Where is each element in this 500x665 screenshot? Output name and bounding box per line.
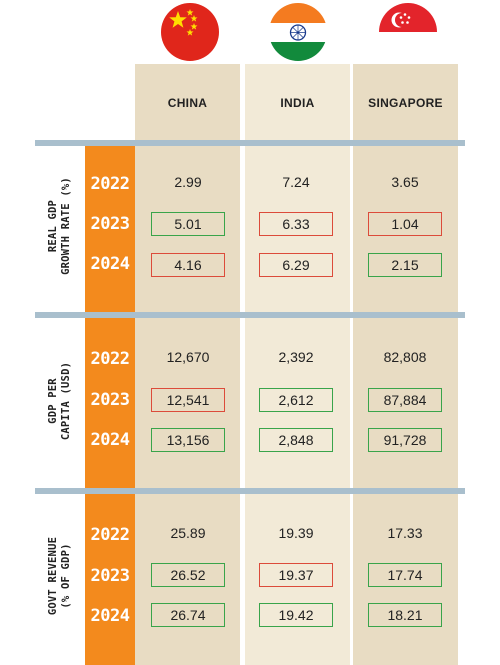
data-cell: 19.42 [259, 603, 333, 627]
column-header-singapore: SINGAPORE [368, 96, 443, 110]
data-cell: 6.29 [259, 253, 333, 277]
singapore-flag-icon [379, 3, 437, 32]
data-cell: 91,728 [368, 428, 442, 452]
data-cell: 2,392 [278, 349, 314, 365]
data-cell: 12,541 [151, 388, 225, 412]
section-label-line: GDP PER [47, 378, 59, 424]
data-cell: 2.15 [368, 253, 442, 277]
section-label-line: CAPITA (USD) [60, 361, 72, 441]
section-label-govt-revenue: GOVT REVENUE (% OF GDP) [43, 501, 77, 651]
year-label: 2024 [90, 606, 130, 626]
data-cell: 2.99 [174, 174, 202, 190]
column-header-india: INDIA [280, 96, 315, 110]
year-label: 2022 [90, 174, 130, 194]
data-cell: 1.04 [368, 212, 442, 236]
section-divider [35, 312, 465, 318]
data-cell: 13,156 [151, 428, 225, 452]
data-cell: 18.21 [368, 603, 442, 627]
data-cell: 2,848 [259, 428, 333, 452]
year-label: 2023 [90, 214, 130, 234]
year-band [85, 494, 135, 665]
data-cell: 26.52 [151, 563, 225, 587]
section-label-line: REAL GDP [47, 199, 59, 253]
year-label: 2022 [90, 349, 130, 369]
data-cell: 17.33 [387, 525, 423, 541]
year-label: 2024 [90, 430, 130, 450]
year-label: 2023 [90, 390, 130, 410]
section-label-gdp-growth: REAL GDP GROWTH RATE (%) [43, 151, 77, 301]
china-column-background [135, 64, 240, 665]
data-cell: 12,670 [166, 349, 210, 365]
china-flag-icon [161, 3, 219, 61]
data-cell: 6.33 [259, 212, 333, 236]
data-cell: 25.89 [170, 525, 206, 541]
data-cell: 87,884 [368, 388, 442, 412]
data-cell: 82,808 [383, 349, 427, 365]
data-cell: 19.39 [278, 525, 314, 541]
year-band [85, 318, 135, 488]
section-label-gdp-per-capita: GDP PER CAPITA (USD) [43, 326, 77, 476]
data-cell: 7.24 [282, 174, 310, 190]
section-label-line: GOVT REVENUE [47, 536, 59, 616]
data-cell: 5.01 [151, 212, 225, 236]
data-cell: 2,612 [259, 388, 333, 412]
section-divider [35, 488, 465, 494]
data-cell: 17.74 [368, 563, 442, 587]
data-cell: 4.16 [151, 253, 225, 277]
data-cell: 26.74 [151, 603, 225, 627]
year-label: 2024 [90, 254, 130, 274]
singapore-column-background [353, 64, 458, 665]
data-cell: 3.65 [391, 174, 419, 190]
year-label: 2023 [90, 566, 130, 586]
section-label-line: (% OF GDP) [60, 543, 72, 609]
year-label: 2022 [90, 525, 130, 545]
india-flag-icon [269, 3, 327, 61]
section-label-line: GROWTH RATE (%) [60, 177, 72, 275]
data-cell: 19.37 [259, 563, 333, 587]
year-band [85, 146, 135, 312]
column-header-china: CHINA [167, 96, 208, 110]
section-divider [35, 140, 465, 146]
